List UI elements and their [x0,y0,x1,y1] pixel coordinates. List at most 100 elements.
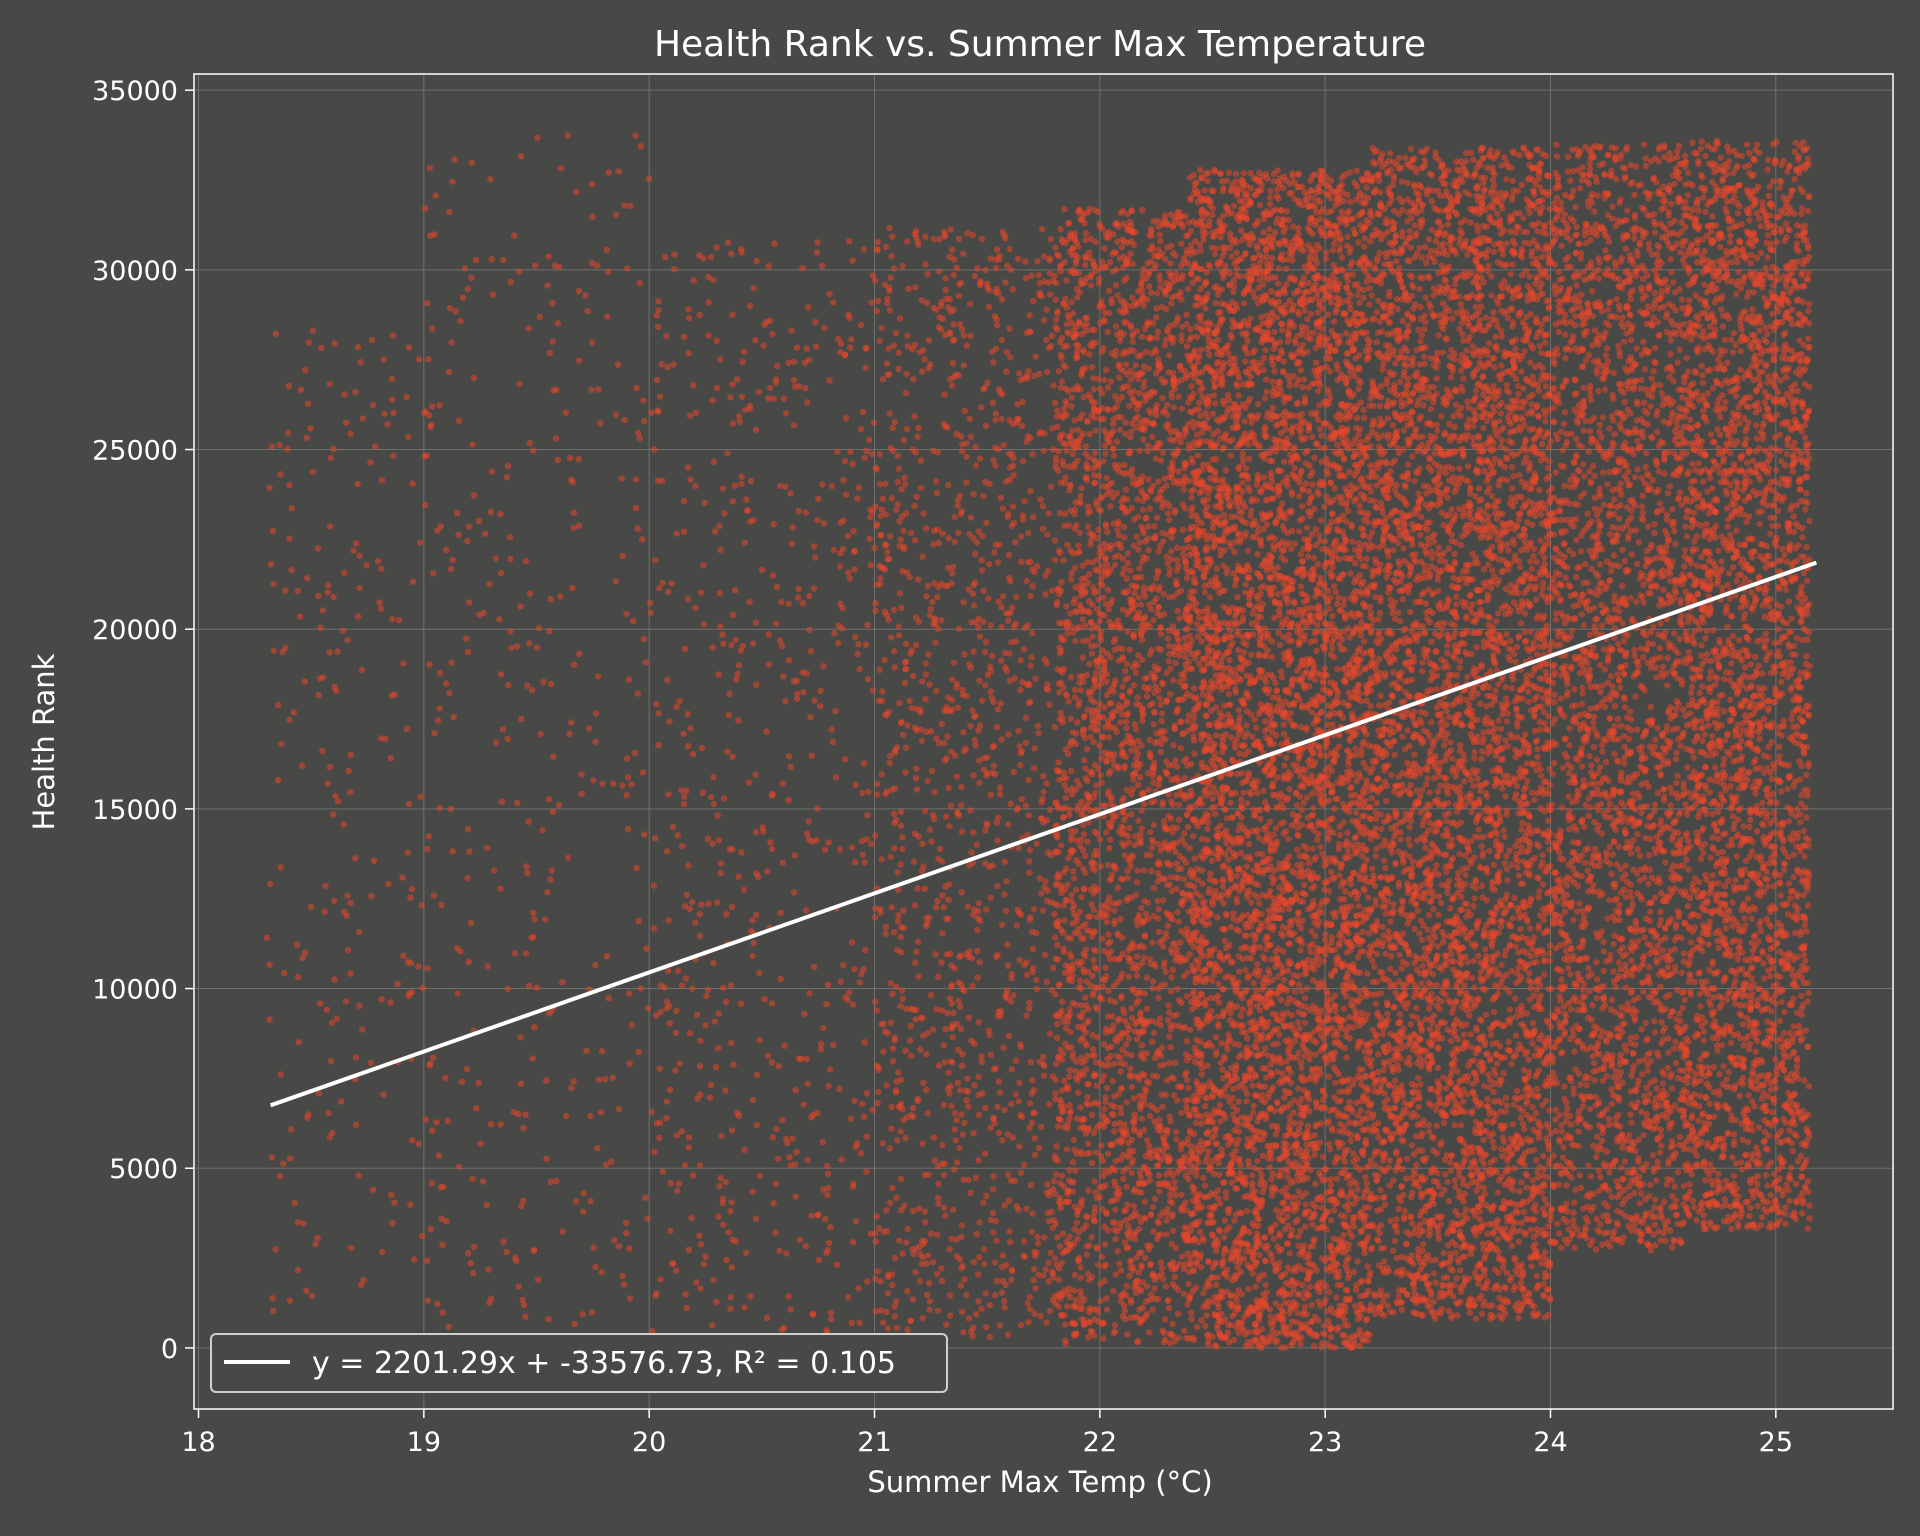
data-point [1172,1245,1180,1252]
data-point [1149,1306,1156,1313]
data-point [529,1055,536,1062]
data-point [1178,1191,1185,1199]
data-point [578,790,585,798]
data-point [926,826,934,833]
data-point [1128,1083,1136,1091]
data-point [810,543,818,550]
data-point [1017,686,1024,694]
data-point [1110,494,1117,501]
data-point [549,338,556,345]
data-point [1078,484,1085,492]
data-point [1005,1032,1013,1040]
data-point [988,694,995,702]
data-point [1017,749,1025,757]
data-point [951,538,958,546]
data-point [1097,772,1104,779]
data-point [1116,426,1124,433]
data-point [1155,1172,1163,1179]
data-point [1059,719,1066,726]
data-point [1089,633,1096,640]
data-point [892,1254,899,1262]
data-point [894,452,902,460]
data-point [1056,509,1064,517]
data-point [1037,496,1044,503]
data-point [514,799,521,807]
data-point [957,802,965,809]
data-point [866,436,873,444]
data-point [1051,910,1058,918]
data-point [1152,261,1159,269]
data-point [354,480,361,488]
data-point [872,607,879,614]
data-point [1105,309,1113,317]
data-point [785,359,792,366]
data-point [1094,1245,1101,1252]
data-point [1139,270,1146,278]
data-point [1107,801,1115,808]
data-point [498,798,505,805]
data-point [1150,320,1157,327]
data-point [298,762,306,769]
data-point [777,975,784,983]
data-point [1052,848,1059,855]
data-point [327,1058,335,1065]
data-point [1065,219,1072,227]
data-point [1095,1100,1102,1108]
data-point [1034,1233,1041,1241]
data-point [800,689,807,696]
data-point [1014,255,1022,262]
data-point [689,898,696,906]
data-point [370,857,378,864]
data-point [603,246,611,254]
data-point [830,1041,837,1049]
data-point [1054,423,1061,430]
data-point [1094,208,1102,216]
data-point [644,1215,651,1222]
data-point [1148,228,1155,235]
data-point [725,1229,732,1236]
data-point [980,587,987,594]
data-point [823,1162,831,1170]
data-point [872,1230,879,1237]
data-point [940,1042,947,1049]
data-point [958,783,965,791]
data-point [528,686,536,694]
data-point [987,894,994,901]
data-point [1136,447,1143,455]
data-point [1105,228,1113,236]
data-point [1173,629,1181,637]
data-point [1132,362,1139,369]
data-point [883,711,891,719]
data-point [965,1176,972,1184]
data-point [847,448,854,455]
data-point [1148,844,1156,852]
data-point [1152,739,1159,746]
data-point [921,1171,928,1179]
data-point [1001,858,1009,865]
data-point [1076,548,1083,555]
data-point [285,429,292,437]
data-point [922,1219,929,1226]
data-point [1150,617,1157,624]
data-point [896,699,903,707]
data-point [515,1110,522,1118]
data-point [1052,463,1059,471]
data-point [627,202,634,209]
data-point [559,978,566,986]
data-point [1050,1178,1058,1185]
data-point [326,1134,333,1141]
data-point [1136,565,1143,572]
data-point [586,725,593,732]
data-point [628,781,635,788]
data-point [1163,1077,1171,1084]
data-point [683,891,691,899]
data-point [1180,1265,1188,1273]
data-point [286,1297,294,1304]
data-point [910,376,917,383]
data-point [1145,1079,1153,1087]
data-point [913,727,920,734]
data-point [970,648,977,655]
data-point [497,1121,504,1128]
data-point [343,419,350,426]
data-point [826,377,833,384]
